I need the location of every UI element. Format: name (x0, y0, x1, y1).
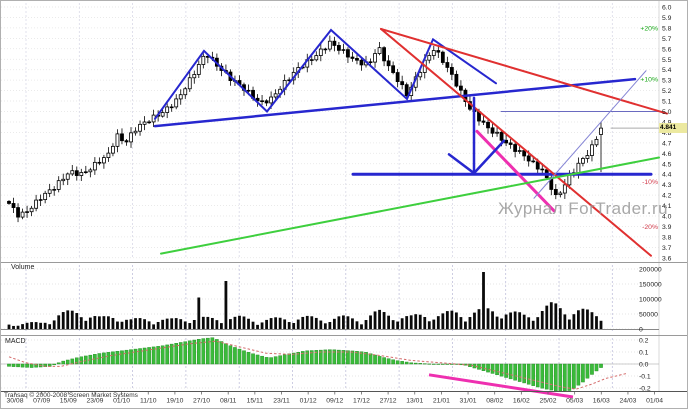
drawing-red-steep-downtrend[interactable] (380, 27, 652, 257)
svg-text:4.5: 4.5 (662, 161, 672, 168)
grid-lines (1, 1, 660, 391)
svg-text:09/12: 09/12 (326, 398, 343, 405)
drawing-triangle-zigzag[interactable] (154, 28, 497, 120)
svg-text:08/11: 08/11 (220, 398, 237, 405)
candlesticks (7, 35, 603, 223)
svg-text:08/02: 08/02 (486, 398, 503, 405)
svg-text:0.0: 0.0 (639, 362, 649, 369)
volume-bars (1, 272, 659, 330)
svg-text:5.6: 5.6 (662, 46, 672, 53)
price-axis-labels: 6.0 5.9 5.8 5.7 5.6 5.5 5.4 5.3 5.2 5.1 5.0 4.9 4.8 4… (662, 5, 672, 263)
macd-histogram (1, 337, 659, 392)
svg-text:-20%: -20% (642, 224, 658, 231)
copyright-text: Transaq © 2000-2008 Screen Market System… (4, 392, 138, 399)
svg-text:0.1: 0.1 (639, 350, 649, 357)
svg-text:5.1: 5.1 (662, 99, 672, 106)
svg-text:4.2: 4.2 (662, 193, 672, 200)
svg-text:01/04: 01/04 (646, 398, 663, 405)
svg-text:5.4: 5.4 (662, 67, 672, 74)
drawing-magenta-trendline[interactable] (475, 129, 556, 213)
panel-borders (1, 262, 687, 392)
svg-text:01/12: 01/12 (300, 398, 317, 405)
svg-text:5.7: 5.7 (662, 36, 672, 43)
svg-text:01/10: 01/10 (113, 398, 130, 405)
macd-axis-labels: 0.2 0.1 0.0 -0.1 -0.2 (639, 338, 651, 393)
last-price-badge: 4.841 (659, 123, 687, 133)
svg-text:100000: 100000 (639, 297, 662, 304)
svg-text:5.2: 5.2 (662, 88, 672, 95)
macd-signal-line (8, 340, 627, 390)
svg-text:0: 0 (639, 327, 643, 334)
watermark: Журнал ForTrader.ru (498, 199, 669, 218)
svg-text:3.9: 3.9 (662, 224, 672, 231)
svg-text:5.0: 5.0 (662, 109, 672, 116)
drawing-down-arrow-head[interactable] (447, 139, 506, 175)
svg-text:23/09: 23/09 (86, 398, 103, 405)
volume-axis-labels: 0 50000 100000 150000 200000 (639, 267, 662, 334)
svg-text:5.8: 5.8 (662, 25, 672, 32)
svg-text:150000: 150000 (639, 282, 662, 289)
svg-text:5.5: 5.5 (662, 57, 672, 64)
drawing-red-downtrend[interactable] (380, 27, 668, 115)
svg-text:4.6: 4.6 (662, 151, 672, 158)
drawing-rising-support-trendline[interactable] (153, 77, 637, 128)
svg-text:15/11: 15/11 (247, 398, 264, 405)
svg-text:+10%: +10% (640, 77, 658, 84)
svg-text:17/12: 17/12 (353, 398, 370, 405)
svg-text:5.3: 5.3 (662, 78, 672, 85)
volume-panel-label: Volume (11, 264, 35, 271)
date-axis-labels: 30/08 07/09 15/09 23/09 01/10 11/10 19/10 27/10… (6, 392, 663, 405)
svg-text:27/12: 27/12 (380, 398, 397, 405)
svg-text:11/10: 11/10 (140, 398, 157, 405)
svg-text:31/01: 31/01 (460, 398, 477, 405)
svg-text:27/10: 27/10 (193, 398, 210, 405)
svg-text:5.9: 5.9 (662, 15, 672, 22)
drawing-macd-magenta-trendline[interactable] (428, 373, 574, 399)
svg-text:15/09: 15/09 (60, 398, 77, 405)
svg-text:6.0: 6.0 (662, 5, 672, 12)
drawing-recovery-trendline[interactable] (533, 70, 647, 199)
svg-text:13/01: 13/01 (406, 398, 423, 405)
svg-text:30/08: 30/08 (6, 398, 23, 405)
svg-text:16/03: 16/03 (593, 398, 610, 405)
svg-text:200000: 200000 (639, 267, 662, 274)
svg-text:23/11: 23/11 (273, 398, 290, 405)
svg-text:07/09: 07/09 (33, 398, 50, 405)
svg-text:3.6: 3.6 (662, 255, 672, 262)
svg-text:4.8: 4.8 (662, 130, 672, 137)
svg-text:0.2: 0.2 (639, 338, 649, 345)
macd-panel-label: MACD (5, 338, 26, 345)
svg-text:16/02: 16/02 (513, 398, 530, 405)
svg-text:21/01: 21/01 (433, 398, 450, 405)
svg-text:4.7: 4.7 (662, 140, 672, 147)
drawing-green-uptrend-line[interactable] (160, 156, 660, 255)
svg-text:19/10: 19/10 (166, 398, 183, 405)
svg-text:3.8: 3.8 (662, 234, 672, 241)
svg-text:05/03: 05/03 (566, 398, 583, 405)
svg-text:4.3: 4.3 (662, 182, 672, 189)
svg-text:25/02: 25/02 (539, 398, 556, 405)
svg-text:4.1: 4.1 (662, 203, 672, 210)
percent-level-labels: +20% +10% -10% -20% (640, 25, 658, 231)
svg-text:-10%: -10% (642, 179, 658, 186)
svg-text:4.0: 4.0 (662, 214, 672, 221)
svg-text:4.9: 4.9 (662, 119, 672, 126)
svg-text:3.7: 3.7 (662, 245, 672, 252)
svg-text:50000: 50000 (639, 312, 658, 319)
svg-text:-0.2: -0.2 (639, 386, 651, 393)
svg-text:+20%: +20% (640, 25, 658, 32)
svg-text:-0.1: -0.1 (639, 374, 651, 381)
svg-text:4.4: 4.4 (662, 172, 672, 179)
svg-text:24/03: 24/03 (619, 398, 636, 405)
